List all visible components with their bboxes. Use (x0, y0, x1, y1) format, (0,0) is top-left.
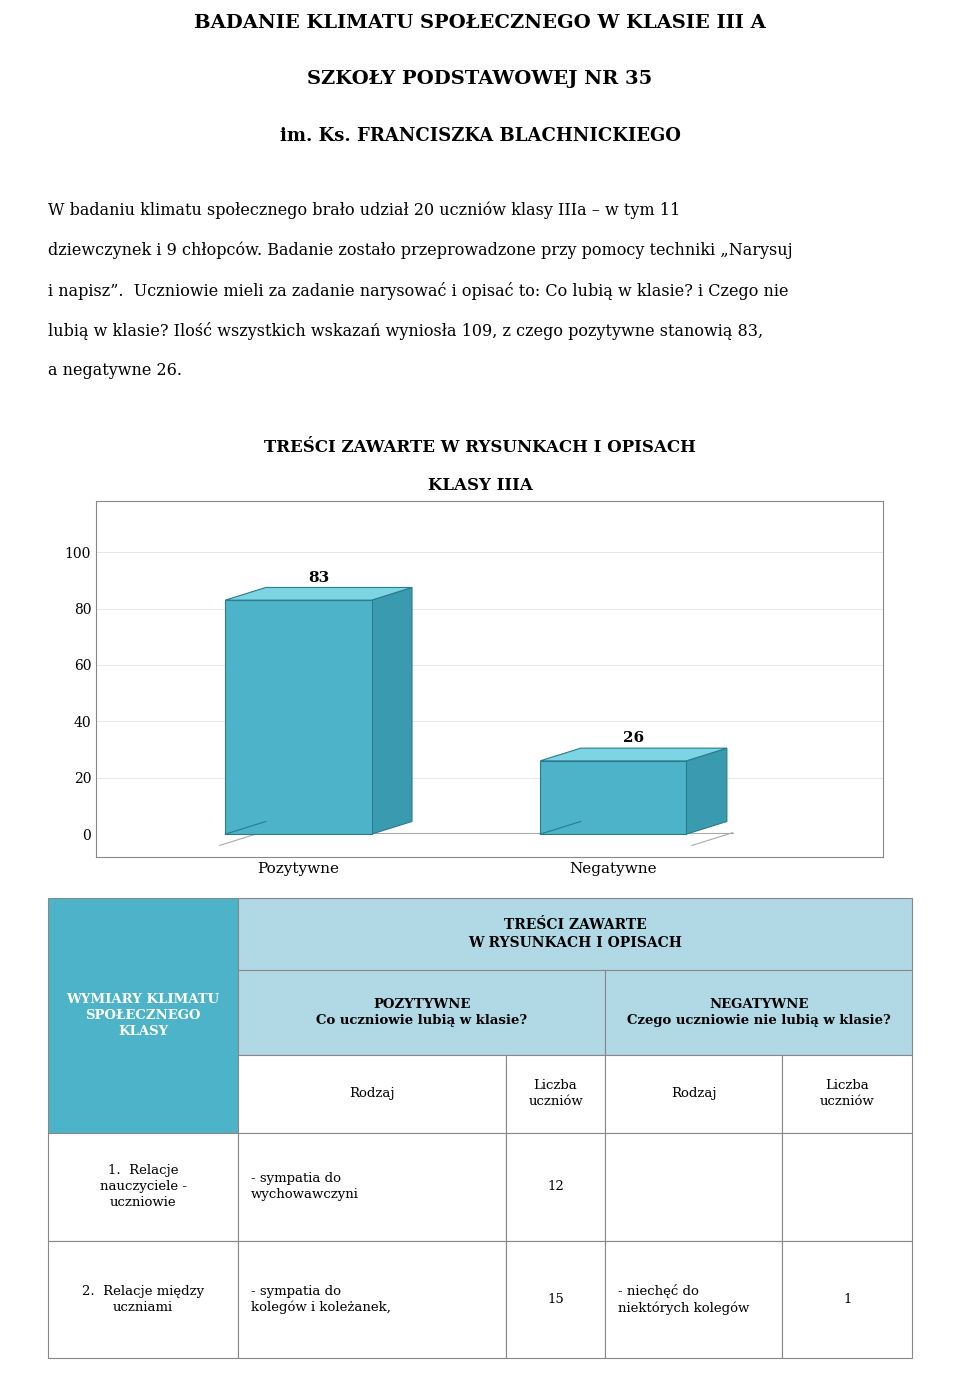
Text: 15: 15 (547, 1293, 564, 1307)
Polygon shape (686, 748, 727, 834)
Text: TREŚCI ZAWARTE W RYSUNKACH I OPISACH: TREŚCI ZAWARTE W RYSUNKACH I OPISACH (264, 439, 696, 456)
Bar (238, 1055, 506, 1133)
Bar (606, 1241, 782, 1358)
Text: a negatywne 26.: a negatywne 26. (48, 362, 182, 379)
Bar (782, 1241, 912, 1358)
Text: i napisz”.  Uczniowie mieli za zadanie narysować i opisać to: Co lubią w klasie?: i napisz”. Uczniowie mieli za zadanie na… (48, 281, 788, 299)
Bar (238, 1241, 506, 1358)
Bar (226, 600, 372, 834)
Text: SZKOŁY PODSTAWOWEJ NR 35: SZKOŁY PODSTAWOWEJ NR 35 (307, 70, 653, 88)
Polygon shape (540, 748, 727, 761)
Bar (782, 1133, 912, 1241)
Text: NEGATYWNE
Czego uczniowie nie lubią w klasie?: NEGATYWNE Czego uczniowie nie lubią w kl… (627, 997, 891, 1027)
Polygon shape (226, 588, 412, 600)
Bar (506, 1055, 606, 1133)
Bar (782, 1055, 912, 1133)
Text: 1.  Relacje
nauczyciele -
uczniowie: 1. Relacje nauczyciele - uczniowie (100, 1165, 186, 1209)
Bar (48, 898, 238, 1133)
Text: 83: 83 (308, 571, 329, 585)
Text: KLASY IIIA: KLASY IIIA (427, 476, 533, 495)
Bar (238, 970, 606, 1055)
Bar (48, 1241, 238, 1358)
Text: TREŚCI ZAWARTE
W RYSUNKACH I OPISACH: TREŚCI ZAWARTE W RYSUNKACH I OPISACH (468, 918, 682, 950)
Text: 2.  Relacje między
uczniami: 2. Relacje między uczniami (82, 1286, 204, 1314)
Legend: Liczba wskazań: Liczba wskazań (414, 896, 565, 921)
Text: - sympatia do
wychowawczyni: - sympatia do wychowawczyni (252, 1173, 359, 1201)
Text: 1: 1 (843, 1293, 852, 1307)
Polygon shape (372, 588, 412, 834)
Text: dziewczynek i 9 chłopców. Badanie zostało przeprowadzone przy pomocy techniki „N: dziewczynek i 9 chłopców. Badanie został… (48, 242, 793, 259)
Text: lubią w klasie? Ilość wszystkich wskazań wyniosła 109, z czego pozytywne stanowi: lubią w klasie? Ilość wszystkich wskazań… (48, 322, 763, 340)
Bar (238, 898, 912, 970)
Text: Liczba
uczniów: Liczba uczniów (820, 1080, 875, 1109)
Text: Rodzaj: Rodzaj (671, 1088, 717, 1100)
Bar (540, 761, 686, 834)
Text: WYMIARY KLIMATU
SPOŁECZNEGO
KLASY: WYMIARY KLIMATU SPOŁECZNEGO KLASY (66, 993, 220, 1038)
Text: Rodzaj: Rodzaj (349, 1088, 395, 1100)
Bar (238, 1133, 506, 1241)
Text: BADANIE KLIMATU SPOŁECZNEGO W KLASIE III A: BADANIE KLIMATU SPOŁECZNEGO W KLASIE III… (194, 14, 766, 32)
Text: - sympatia do
kolegów i koleżanek,: - sympatia do kolegów i koleżanek, (252, 1284, 391, 1315)
Text: - niechęć do
niektórych kolegów: - niechęć do niektórych kolegów (618, 1284, 750, 1315)
Text: POZYTYWNE
Co uczniowie lubią w klasie?: POZYTYWNE Co uczniowie lubią w klasie? (316, 997, 527, 1027)
Text: Liczba
uczniów: Liczba uczniów (528, 1080, 583, 1109)
Bar (506, 1133, 606, 1241)
Bar (48, 1133, 238, 1241)
Text: 12: 12 (547, 1180, 564, 1194)
Bar (606, 1133, 782, 1241)
Bar (506, 1241, 606, 1358)
Bar (606, 970, 912, 1055)
Text: im. Ks. FRANCISZKA BLACHNICKIEGO: im. Ks. FRANCISZKA BLACHNICKIEGO (279, 127, 681, 145)
Text: 26: 26 (623, 731, 644, 745)
Text: W badaniu klimatu społecznego brało udział 20 uczniów klasy IIIa – w tym 11: W badaniu klimatu społecznego brało udzi… (48, 202, 681, 220)
Bar (606, 1055, 782, 1133)
